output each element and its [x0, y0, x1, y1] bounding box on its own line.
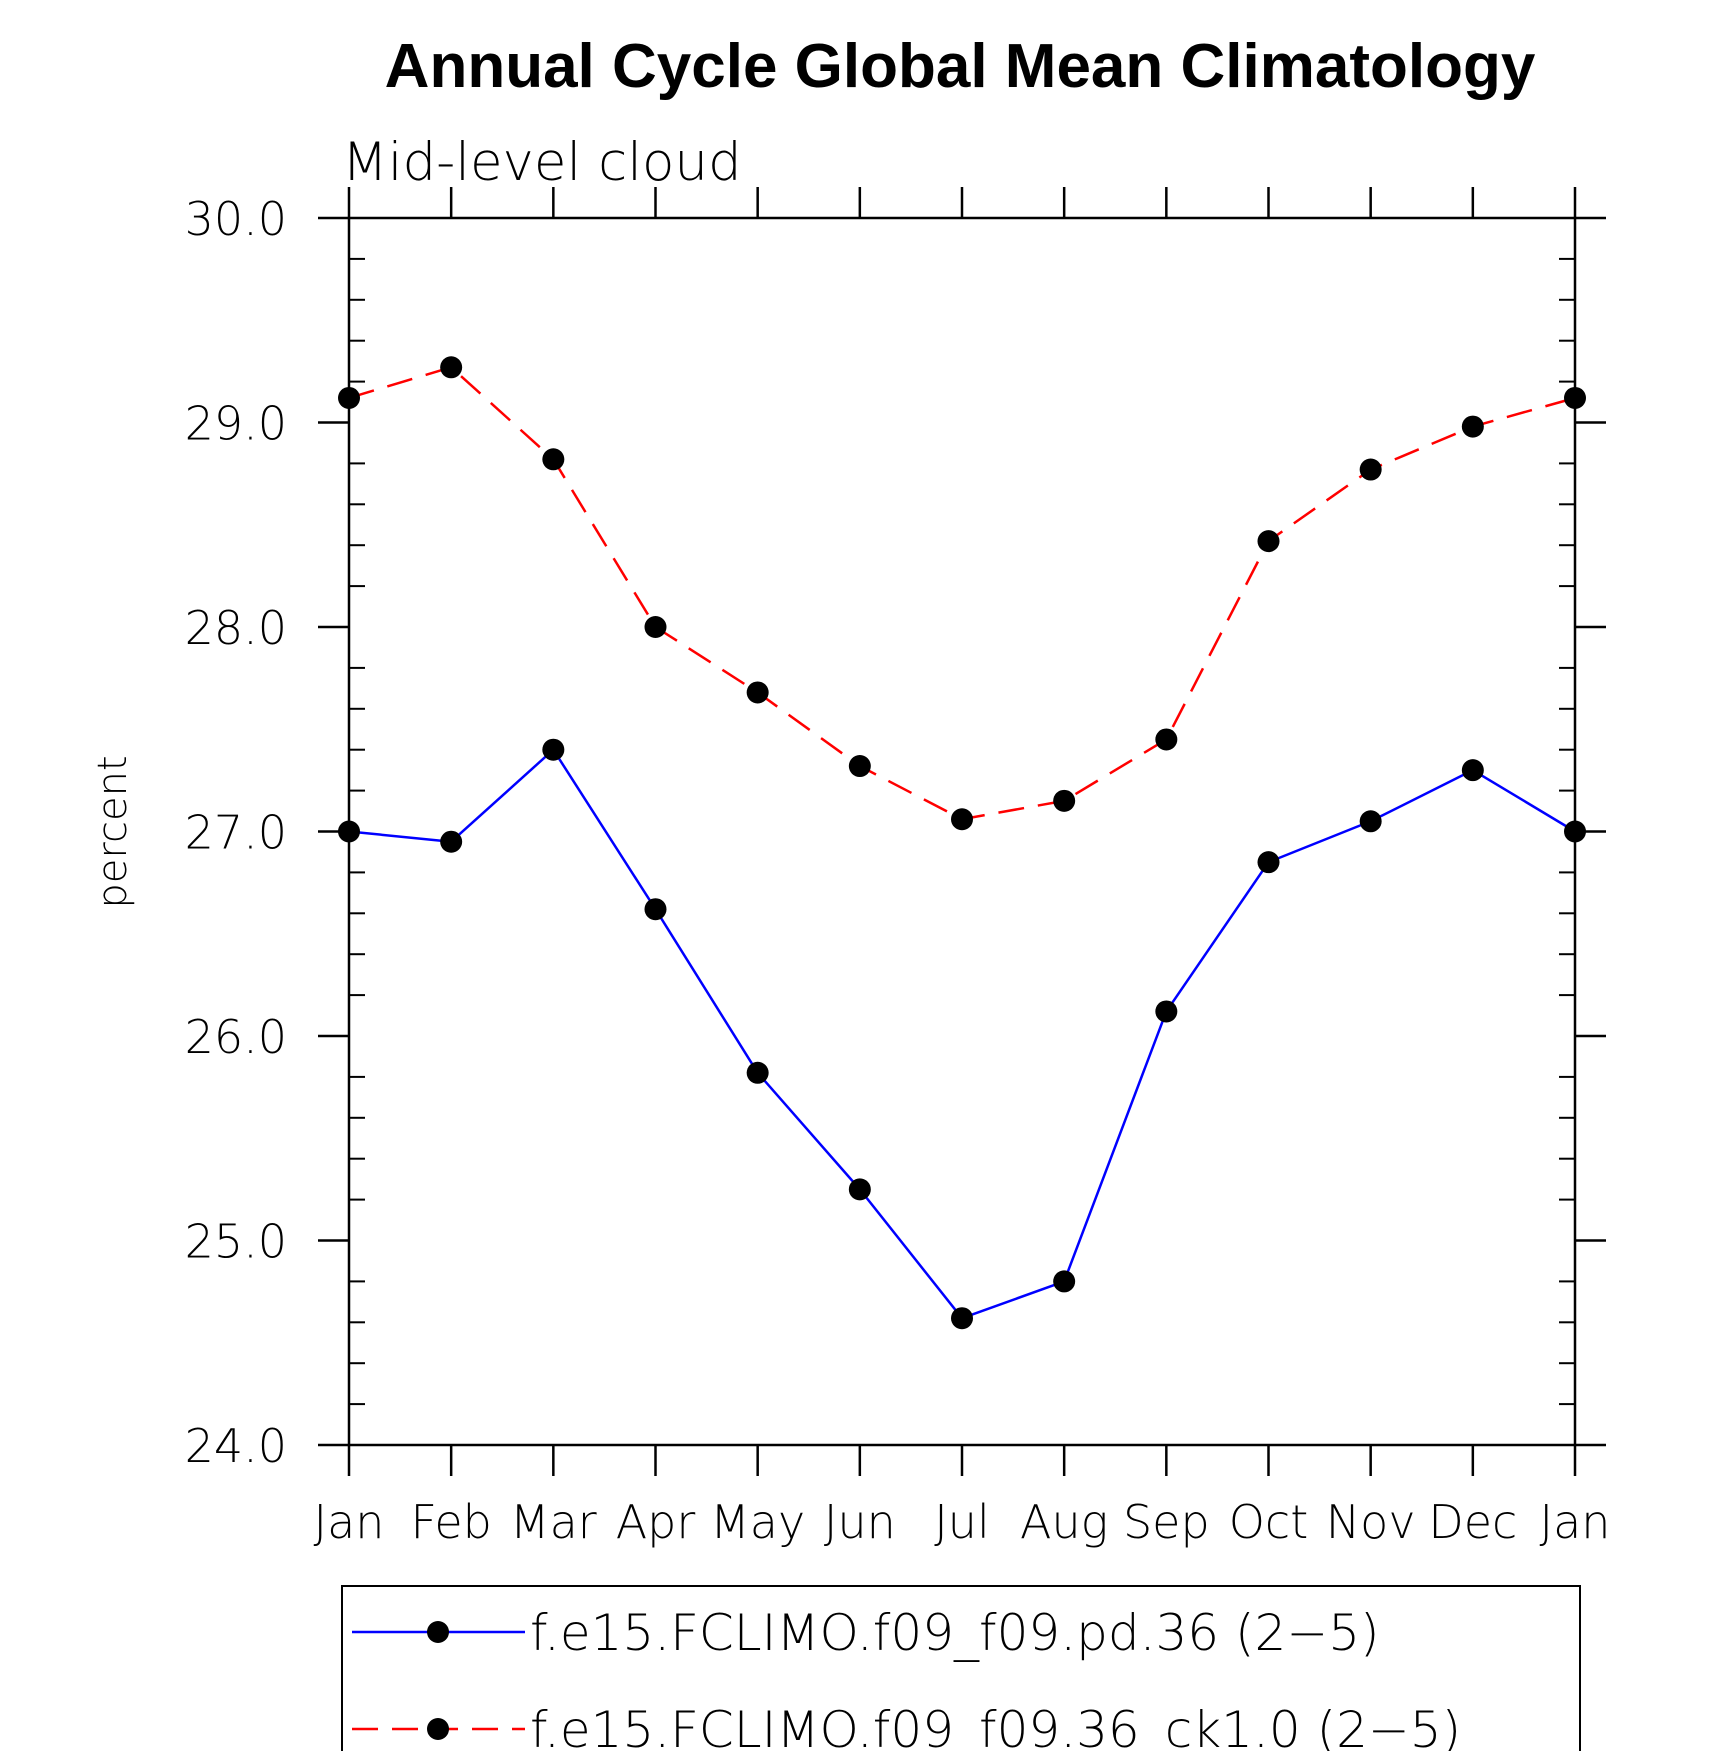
data-point	[1257, 851, 1280, 874]
series-2	[338, 356, 1586, 831]
legend-marker	[427, 1718, 449, 1740]
data-point	[338, 386, 360, 409]
data-point	[1155, 1000, 1178, 1023]
y-tick-label: 30.0	[185, 192, 287, 246]
data-point	[440, 356, 463, 379]
plot-area	[347, 216, 1577, 1447]
chart-subtitle: Mid-level cloud	[342, 132, 742, 193]
x-tick-label: Apr	[616, 1495, 696, 1549]
axis-layer: Jan Feb Mar Apr May Jun Jul Aug Sep Oct Nov Dec Jan 2…	[185, 187, 1611, 1549]
legend-entry-2: f.e15.FCLIMO.f09_f09.36_ck1.0 (2−5)	[352, 1701, 1461, 1751]
data-point	[1257, 530, 1280, 553]
x-tick-label: Mar	[510, 1495, 597, 1549]
series-line	[348, 366, 1576, 821]
data-point	[1461, 415, 1484, 438]
data-point	[951, 808, 973, 831]
series-1	[338, 738, 1586, 1330]
data-point	[951, 1307, 973, 1330]
x-tick-label: Jun	[824, 1495, 896, 1549]
data-point	[848, 755, 871, 778]
data-point	[1564, 386, 1586, 409]
x-tick-label: Oct	[1229, 1495, 1309, 1549]
data-point	[1053, 1270, 1076, 1293]
x-tick-label: Dec	[1428, 1495, 1517, 1549]
data-point	[746, 1061, 769, 1084]
data-point	[644, 898, 667, 921]
y-tick-label: 27.0	[185, 806, 287, 860]
data-point	[644, 616, 667, 638]
plot-frame	[347, 216, 1577, 1447]
x-tick-label: Aug	[1020, 1495, 1108, 1549]
x-tick-label: Nov	[1326, 1495, 1416, 1549]
legend-entry-1: f.e15.FCLIMO.f09_f09.pd.36 (2−5)	[352, 1604, 1380, 1662]
legend-box	[341, 1585, 1581, 1751]
x-tick-label: May	[710, 1495, 805, 1549]
legend-label: f.e15.FCLIMO.f09_f09.36_ck1.0 (2−5)	[530, 1701, 1461, 1751]
x-tick-label: Sep	[1123, 1495, 1210, 1549]
y-tick-label: 29.0	[185, 397, 287, 451]
x-tick-label: Jan	[314, 1495, 385, 1549]
data-point	[440, 830, 463, 853]
y-tick-label: 28.0	[185, 601, 287, 655]
legend-label: f.e15.FCLIMO.f09_f09.pd.36 (2−5)	[530, 1604, 1380, 1662]
data-point	[1359, 458, 1382, 481]
data-point	[542, 448, 565, 471]
data-point	[1053, 789, 1076, 812]
data-point	[746, 681, 769, 704]
legend-marker	[427, 1621, 449, 1643]
chart-title: Annual Cycle Global Mean Climatology	[385, 32, 1536, 101]
data-point	[848, 1178, 871, 1201]
y-tick-label: 26.0	[185, 1010, 287, 1064]
series-line	[348, 748, 1576, 1320]
x-tick-label: Jul	[934, 1495, 990, 1549]
x-tick-label: Jan	[1540, 1495, 1611, 1549]
legend: f.e15.FCLIMO.f09_f09.pd.36 (2−5) f.e15.FC…	[341, 1585, 1581, 1751]
x-tick-label: Feb	[410, 1495, 491, 1549]
y-tick-label: 25.0	[185, 1215, 287, 1269]
y-axis-label: percent	[90, 755, 136, 908]
y-tick-label: 24.0	[185, 1419, 287, 1473]
data-point	[542, 738, 565, 761]
data-point	[1359, 810, 1382, 833]
data-point	[1155, 728, 1178, 751]
series-layer	[338, 356, 1586, 1330]
data-point	[1461, 759, 1484, 782]
